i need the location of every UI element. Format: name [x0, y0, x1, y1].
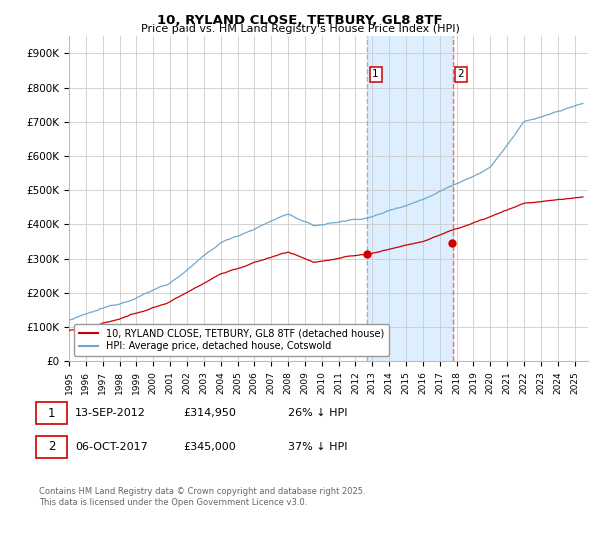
Text: £345,000: £345,000 [183, 442, 236, 452]
Text: Contains HM Land Registry data © Crown copyright and database right 2025.
This d: Contains HM Land Registry data © Crown c… [39, 487, 365, 507]
Bar [367, 36, 452, 361]
Text: 37% ↓ HPI: 37% ↓ HPI [288, 442, 347, 452]
Text: 10, RYLAND CLOSE, TETBURY, GL8 8TF: 10, RYLAND CLOSE, TETBURY, GL8 8TF [157, 14, 443, 27]
Text: 26% ↓ HPI: 26% ↓ HPI [288, 408, 347, 418]
Text: 1: 1 [373, 69, 379, 80]
Text: 1: 1 [48, 407, 55, 420]
Text: 2: 2 [48, 440, 55, 454]
Text: Price paid vs. HM Land Registry's House Price Index (HPI): Price paid vs. HM Land Registry's House … [140, 24, 460, 34]
Text: 2: 2 [458, 69, 464, 80]
Legend: 10, RYLAND CLOSE, TETBURY, GL8 8TF (detached house), HPI: Average price, detache: 10, RYLAND CLOSE, TETBURY, GL8 8TF (deta… [74, 324, 389, 356]
Text: £314,950: £314,950 [183, 408, 236, 418]
Text: 06-OCT-2017: 06-OCT-2017 [75, 442, 148, 452]
Text: 13-SEP-2012: 13-SEP-2012 [75, 408, 146, 418]
